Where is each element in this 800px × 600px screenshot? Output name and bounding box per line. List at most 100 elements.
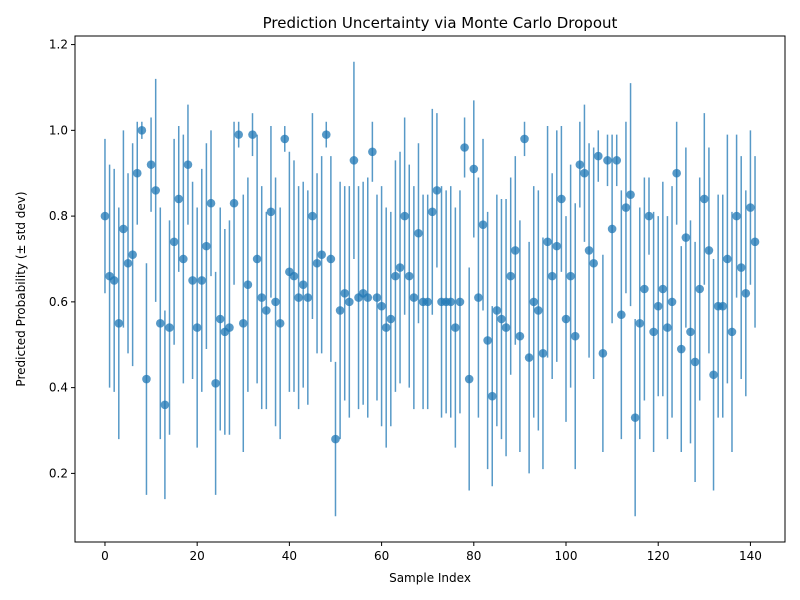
data-point xyxy=(524,353,534,362)
data-point xyxy=(455,297,465,307)
data-point xyxy=(294,293,303,302)
data-point xyxy=(635,319,645,328)
data-point xyxy=(552,241,562,251)
data-point xyxy=(262,306,271,315)
data-point xyxy=(700,194,709,204)
data-point xyxy=(381,323,391,332)
data-point xyxy=(492,306,502,315)
data-point xyxy=(317,250,326,259)
plot-area xyxy=(100,61,760,517)
x-tick-label: 20 xyxy=(190,549,205,563)
data-point xyxy=(432,186,442,195)
data-point xyxy=(331,434,340,444)
data-point xyxy=(501,323,511,332)
data-point xyxy=(132,168,142,178)
data-point xyxy=(280,134,290,144)
data-point xyxy=(109,276,119,285)
chart-title: Prediction Uncertainty via Monte Carlo D… xyxy=(263,14,618,32)
data-point xyxy=(188,276,197,285)
data-point xyxy=(663,323,672,332)
data-point xyxy=(580,168,589,178)
data-point xyxy=(640,284,649,294)
data-point xyxy=(497,314,506,324)
y-tick-label: 0.6 xyxy=(49,295,68,309)
y-tick-label: 0.2 xyxy=(49,466,68,480)
data-point xyxy=(451,323,460,332)
data-point xyxy=(409,293,419,302)
data-point xyxy=(377,301,386,311)
data-point xyxy=(114,319,124,328)
data-point xyxy=(630,413,640,422)
data-point xyxy=(321,130,331,139)
data-point xyxy=(308,211,317,221)
y-axis-label: Predicted Probability (± std dev) xyxy=(14,191,28,386)
data-point xyxy=(252,254,262,264)
data-point xyxy=(469,164,479,174)
data-point xyxy=(736,263,746,272)
data-point xyxy=(169,237,179,247)
x-axis: 0 20 40 60 80 100 120 140 xyxy=(101,542,762,563)
x-tick-label: 120 xyxy=(647,549,670,563)
data-point xyxy=(446,297,456,307)
data-point xyxy=(257,293,267,302)
data-point xyxy=(506,271,515,281)
data-point xyxy=(603,156,612,165)
data-point xyxy=(561,314,571,324)
data-point xyxy=(372,293,382,302)
data-point xyxy=(474,293,483,302)
data-point xyxy=(704,246,714,255)
data-point xyxy=(667,297,677,307)
data-point xyxy=(746,203,755,212)
data-point xyxy=(142,374,151,384)
data-point xyxy=(234,130,243,139)
data-point xyxy=(211,379,220,388)
data-point xyxy=(266,207,276,217)
data-point xyxy=(612,156,622,165)
data-point xyxy=(607,224,617,234)
data-point xyxy=(695,284,705,294)
y-axis: 0.2 0.4 0.6 0.8 1.0 1.2 xyxy=(49,38,75,480)
data-point xyxy=(349,156,359,165)
data-point xyxy=(653,301,663,311)
data-point xyxy=(345,297,354,307)
data-point xyxy=(681,233,691,242)
x-tick-label: 0 xyxy=(101,549,109,563)
data-point xyxy=(672,168,681,178)
data-point xyxy=(741,288,751,298)
data-point xyxy=(644,211,654,221)
data-point xyxy=(464,374,474,384)
data-point xyxy=(723,254,732,264)
data-point xyxy=(160,400,170,410)
data-point xyxy=(298,280,308,290)
data-point xyxy=(155,319,165,328)
data-point xyxy=(386,314,396,324)
data-point xyxy=(146,160,156,169)
data-point xyxy=(487,391,497,401)
data-point xyxy=(727,327,737,337)
data-point xyxy=(423,297,432,307)
data-point xyxy=(718,301,728,311)
data-point xyxy=(515,331,525,341)
data-point xyxy=(165,323,174,332)
data-point xyxy=(617,310,626,320)
data-point xyxy=(534,306,543,315)
data-point xyxy=(137,126,147,135)
data-point xyxy=(206,198,216,208)
data-point xyxy=(557,194,566,204)
y-tick-label: 1.2 xyxy=(49,38,68,52)
data-point xyxy=(598,349,608,358)
data-point xyxy=(593,151,603,161)
data-point xyxy=(690,357,700,367)
x-tick-label: 80 xyxy=(466,549,481,563)
data-point xyxy=(584,246,594,255)
data-point xyxy=(589,258,598,268)
data-point xyxy=(215,314,225,324)
data-point-group xyxy=(100,126,760,444)
data-point xyxy=(179,254,188,264)
data-point xyxy=(510,246,520,255)
x-tick-label: 40 xyxy=(282,549,297,563)
data-point xyxy=(483,336,492,345)
data-point xyxy=(123,258,133,268)
data-point xyxy=(478,220,488,229)
axes-frame xyxy=(74,35,786,543)
